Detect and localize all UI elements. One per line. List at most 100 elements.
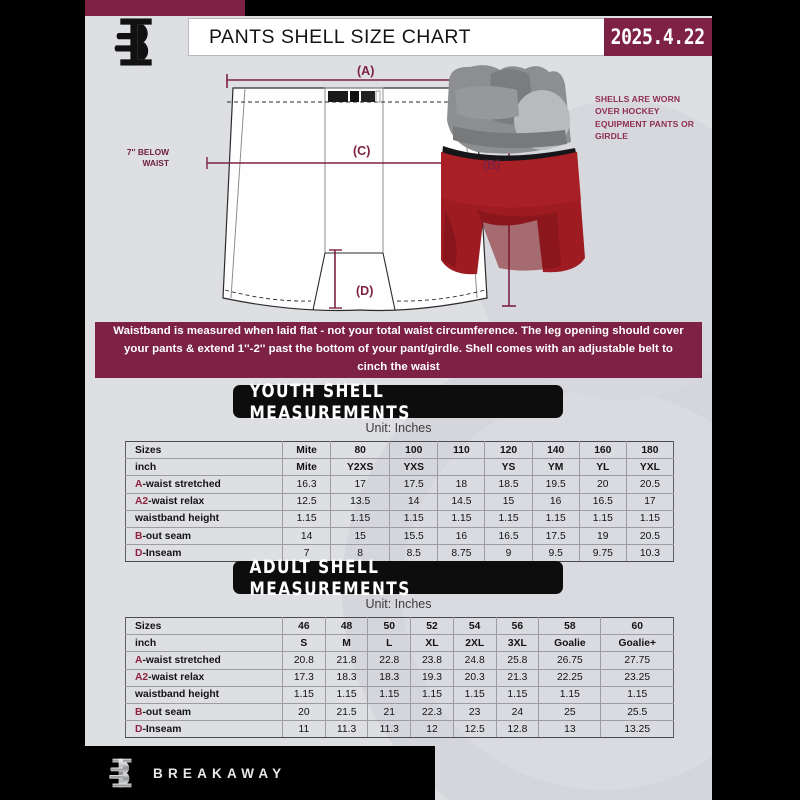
measurement-instruction-banner: Waistband is measured when laid flat - n… — [95, 322, 702, 378]
table-cell: 27.75 — [600, 651, 674, 670]
table-cell: 1.15 — [437, 509, 486, 528]
table-cell: 1.15 — [389, 509, 439, 528]
below-waist-label: 7'' BELOW WAIST — [126, 147, 169, 168]
table-cell: 21.5 — [324, 702, 369, 722]
table-cell: 20.5 — [625, 526, 675, 546]
table-cell: 20.8 — [282, 651, 326, 670]
row-marker: B — [135, 530, 143, 542]
date-value: 2025.4.22 — [611, 25, 706, 49]
table-cell: 48 — [324, 616, 369, 636]
table-cell: 22.8 — [367, 651, 412, 670]
table-cell: 24.8 — [452, 651, 497, 670]
table-cell: 3XL — [495, 634, 540, 653]
table-row: A2-waist relax 17.3 18.3 18.3 19.3 20.3 21.3 22… — [125, 668, 674, 687]
table-row: A-waist stretched 20.8 21.8 22.8 23.8 24.8 25.… — [125, 651, 674, 670]
table-cell: 1.15 — [625, 509, 675, 528]
dimension-label-a: (A) — [357, 64, 375, 78]
table-cell: 52 — [410, 616, 454, 636]
table-cell: 19 — [578, 526, 627, 546]
row-marker: A — [135, 478, 143, 490]
row-header: A2-waist relax — [125, 668, 283, 687]
table-cell: 20 — [578, 475, 627, 494]
table-cell: 1.15 — [330, 509, 391, 528]
row-marker: D — [135, 547, 143, 559]
row-header: A-waist stretched — [125, 651, 283, 670]
row-header: D-Inseam — [125, 720, 283, 739]
row-header: Sizes — [125, 616, 283, 636]
table-cell: YL — [578, 458, 627, 477]
table-row: A2-waist relax 12.5 13.5 14 14.5 15 16 16.5 17 — [125, 492, 675, 511]
row-marker: A2 — [135, 672, 149, 684]
table-cell: YS — [484, 458, 533, 477]
table-cell: 20.3 — [452, 668, 497, 687]
youth-section-title-pill: YOUTH SHELL MEASUREMENTS — [233, 380, 563, 424]
dimension-label-c: (C) — [353, 144, 371, 158]
table-cell: 16.3 — [281, 475, 332, 494]
table-cell: Mite — [281, 458, 332, 477]
youth-unit-label: Unit: Inches — [365, 421, 432, 435]
table-cell: 54 — [452, 616, 497, 636]
table-cell: 16.5 — [578, 492, 627, 511]
table-cell: S — [282, 634, 326, 653]
table-cell: 1.15 — [324, 685, 369, 704]
row-marker: A — [135, 654, 143, 666]
table-cell: 12 — [410, 720, 454, 739]
table-cell: 15.5 — [389, 526, 439, 546]
adult-section-title-pill: ADULT SHELL MEASUREMENTS — [233, 556, 563, 600]
table-row: B-out seam 14 15 15.5 16 16.5 17.5 19 20.5 — [125, 526, 675, 546]
content-sheet: PANTS SHELL SIZE CHART 2025.4.22 — [85, 0, 712, 800]
table-cell: 50 — [367, 616, 412, 636]
table-cell: 56 — [495, 616, 540, 636]
table-row: D-Inseam 11 11.3 11.3 12 12.5 12.8 13 13.25 — [125, 720, 674, 739]
table-cell: 13.5 — [330, 492, 391, 511]
table-cell: 17.3 — [282, 668, 326, 687]
top-accent-bar-black — [245, 0, 712, 16]
table-cell: 17 — [330, 475, 391, 494]
row-header: inch — [125, 458, 283, 477]
table-cell: 17 — [625, 492, 675, 511]
breakaway-b-logo-icon — [109, 758, 132, 788]
table-cell: Y2XS — [330, 458, 391, 477]
table-cell: 20.5 — [625, 475, 675, 494]
table-row: A-waist stretched 16.3 17 17.5 18 18.5 19.5 20 2… — [125, 475, 675, 494]
adult-section-title: ADULT SHELL MEASUREMENTS — [249, 555, 411, 600]
table-cell: YXS — [389, 458, 439, 477]
table-cell: Mite — [281, 440, 332, 460]
table-cell: 140 — [531, 440, 580, 460]
table-cell: 9.75 — [578, 544, 627, 563]
table-cell: 16 — [437, 526, 486, 546]
table-cell: YM — [531, 458, 580, 477]
top-accent-bar-maroon — [85, 0, 245, 16]
table-cell: Goalie+ — [600, 634, 674, 653]
table-cell: 19.3 — [410, 668, 454, 687]
table-cell: 18.3 — [324, 668, 369, 687]
table-cell: 58 — [538, 616, 602, 636]
breakaway-b-logo-icon — [114, 18, 152, 66]
table-cell: 22.25 — [538, 668, 602, 687]
table-cell: 26.75 — [538, 651, 602, 670]
table-cell: 1.15 — [600, 685, 674, 704]
table-cell: 13.25 — [600, 720, 674, 739]
table-cell: 12.5 — [452, 720, 497, 739]
table-cell: 1.15 — [452, 685, 497, 704]
table-cell: 180 — [625, 440, 675, 460]
table-cell: 25 — [538, 702, 602, 722]
table-cell: 1.15 — [495, 685, 540, 704]
table-cell: 14 — [389, 492, 439, 511]
adult-unit-label: Unit: Inches — [365, 597, 432, 611]
table-cell: 16.5 — [484, 526, 533, 546]
footer: BREAKAWAY Take the measurements from las… — [85, 746, 712, 800]
table-row: Sizes 46 48 50 52 54 56 58 60 — [125, 616, 674, 636]
footer-note-block: Take the measurements from last seasons … — [435, 746, 712, 800]
table-cell: 20 — [282, 702, 326, 722]
row-header: A-waist stretched — [125, 475, 283, 494]
table-cell: 12.5 — [281, 492, 332, 511]
table-row: Sizes Mite 80 100 110 120 140 160 180 — [125, 440, 675, 460]
table-row: inch S M L XL 2XL 3XL Goalie Goalie+ — [125, 634, 674, 653]
row-header: B-out seam — [125, 526, 283, 546]
table-cell: 23.8 — [410, 651, 454, 670]
table-cell: 14 — [281, 526, 332, 546]
table-row: D-Inseam 7 8 8.5 8.75 9 9.5 9.75 10.3 — [125, 544, 675, 563]
youth-measurements-table: Sizes Mite 80 100 110 120 140 160 180 inch Mite Y2X… — [125, 440, 675, 563]
table-cell: 21.8 — [324, 651, 369, 670]
